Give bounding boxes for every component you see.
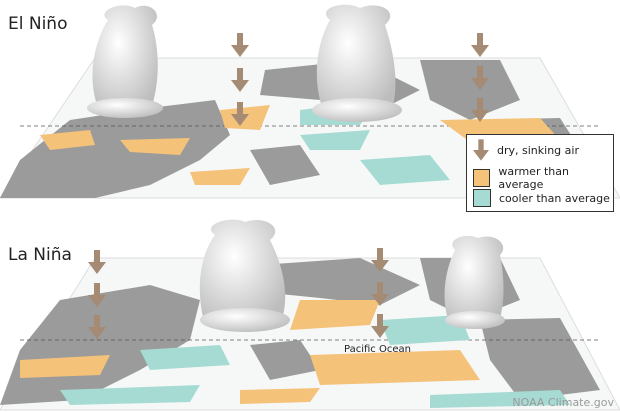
legend: dry, sinking air warmer than average coo… [466,134,614,212]
legend-item-warmer: warmer than average [473,165,613,191]
land-europe [420,60,520,120]
legend-item-sinking-air: dry, sinking air [473,139,579,161]
credit: NOAA Climate.gov [512,396,614,409]
land-australia [250,145,320,185]
cloud-icon [312,4,402,122]
warm-swatch [473,169,491,187]
legend-item-cooler: cooler than average [473,189,610,207]
legend-label: warmer than average [498,165,569,191]
cloud-icon [199,219,290,332]
legend-label: cooler than average [499,191,610,205]
down-arrow-icon [231,33,249,57]
la-nina-map [0,257,620,411]
el-nino-title: El Niño [8,14,68,34]
down-arrow-icon [471,33,489,57]
cool-swatch [473,189,491,207]
pacific-ocean-label: Pacific Ocean [344,344,411,355]
la-nina-title: La Niña [8,245,72,265]
cloud-icon [87,5,163,118]
down-arrow-icon [473,139,489,161]
legend-label: dry, sinking air [497,143,579,157]
cloud-icon [444,235,505,329]
land-americas [0,100,230,198]
